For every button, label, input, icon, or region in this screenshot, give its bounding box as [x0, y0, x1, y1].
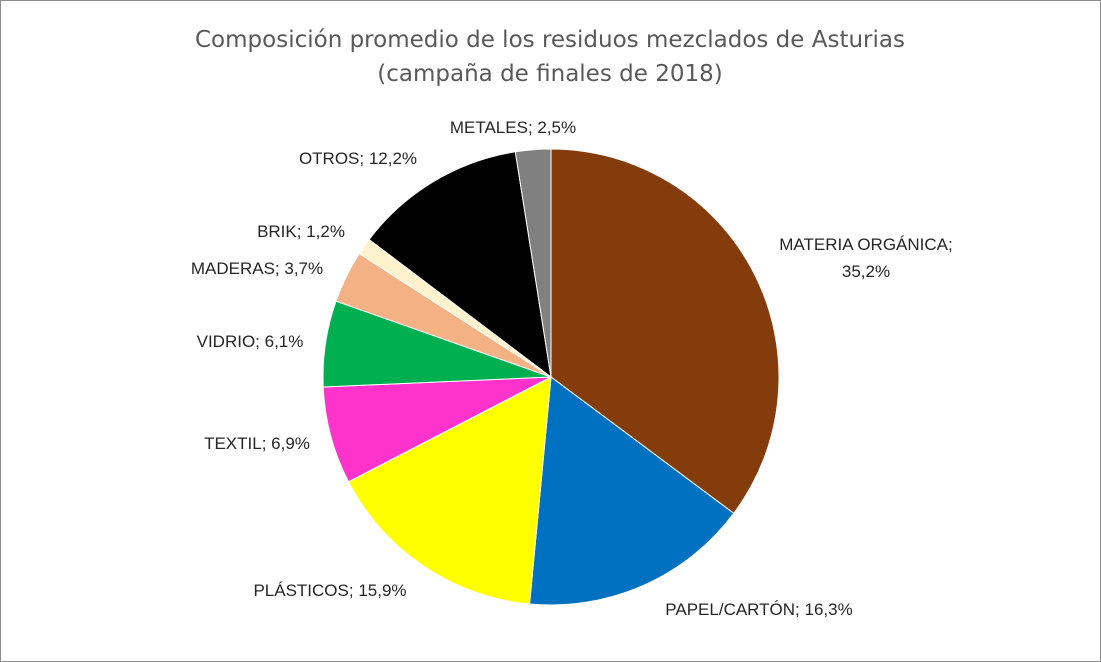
slice-label-metales: METALES; 2,5%: [450, 118, 576, 137]
slice-label-materia-organica: MATERIA ORGÁNICA;: [779, 235, 953, 254]
slice-label-vidrio: VIDRIO; 6,1%: [197, 332, 304, 351]
slice-label-papel-carton: PAPEL/CARTÓN; 16,3%: [665, 600, 852, 619]
slice-materia-organica: [550, 148, 780, 515]
slice-label-textil: TEXTIL; 6,9%: [204, 434, 310, 453]
slice-papel-carton: [528, 376, 735, 606]
slice-label-plasticos: PLÁSTICOS; 15,9%: [253, 581, 406, 600]
slice-otros: [368, 151, 552, 379]
slice-label-brik: BRIK; 1,2%: [257, 222, 345, 241]
slice-plasticos: [347, 376, 552, 605]
chart-subtitle: (campaña de finales de 2018): [377, 61, 722, 87]
slice-label-materia-organica-value: 35,2%: [842, 262, 890, 281]
pie-labels: MATERIA ORGÁNICA; 35,2% PAPEL/CARTÓN; 16…: [191, 118, 953, 619]
pie-slices: [322, 148, 780, 606]
slice-label-otros: OTROS; 12,2%: [299, 149, 417, 168]
chart-title: Composición promedio de los residuos mez…: [195, 27, 905, 53]
slice-label-maderas: MADERAS; 3,7%: [191, 259, 323, 278]
slice-metales: [514, 148, 552, 378]
